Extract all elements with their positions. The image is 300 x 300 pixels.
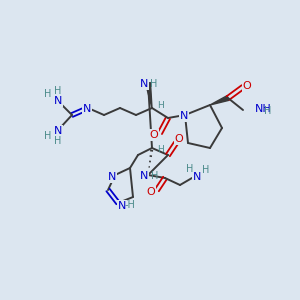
Text: NH: NH — [255, 104, 272, 114]
Text: N: N — [180, 111, 188, 121]
Text: H: H — [158, 146, 164, 154]
Text: N: N — [54, 126, 62, 136]
Text: N: N — [140, 79, 148, 89]
Text: H: H — [54, 136, 62, 146]
Text: O: O — [243, 81, 251, 91]
Text: H: H — [151, 171, 159, 181]
Text: H: H — [264, 106, 272, 116]
Text: H: H — [54, 86, 62, 96]
Text: N: N — [118, 201, 126, 211]
Text: H: H — [44, 131, 52, 141]
Text: N: N — [54, 96, 62, 106]
Text: H: H — [202, 165, 210, 175]
Polygon shape — [210, 96, 229, 105]
Text: O: O — [175, 134, 183, 144]
Text: N: N — [140, 171, 148, 181]
Text: N: N — [83, 104, 91, 114]
Text: N: N — [108, 172, 116, 182]
Text: N: N — [193, 172, 201, 182]
Text: H: H — [150, 79, 158, 89]
Text: O: O — [150, 130, 158, 140]
Text: H: H — [44, 89, 52, 99]
Text: H: H — [186, 164, 194, 174]
Polygon shape — [146, 82, 152, 108]
Text: O: O — [147, 187, 155, 197]
Text: -H: -H — [124, 200, 135, 210]
Text: H: H — [157, 101, 164, 110]
